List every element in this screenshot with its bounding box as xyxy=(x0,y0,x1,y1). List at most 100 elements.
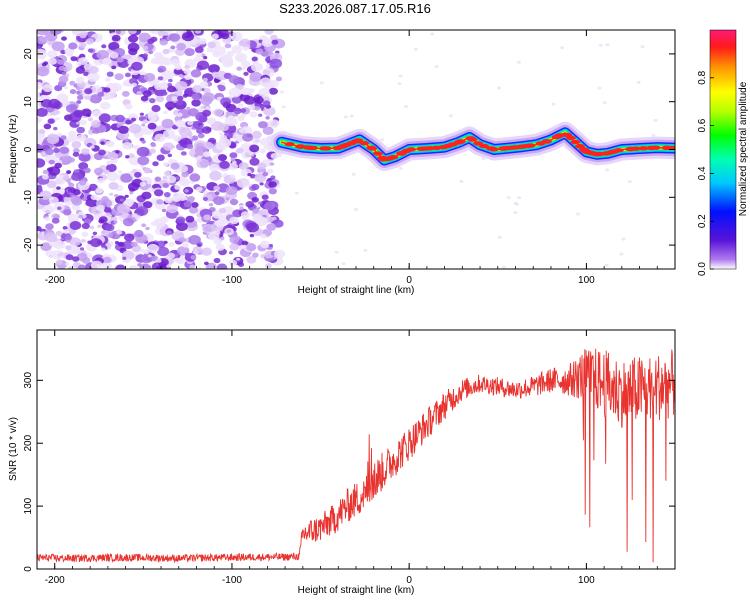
noise-blob xyxy=(83,167,91,174)
noise-blob xyxy=(261,194,269,200)
noise-blob xyxy=(75,76,85,84)
track-hotspot xyxy=(582,149,593,155)
noise-blob xyxy=(61,36,67,41)
track-hotspot xyxy=(367,146,378,151)
noise-blob xyxy=(109,51,119,59)
noise-blob xyxy=(122,256,127,260)
noise-blob xyxy=(269,162,275,166)
track-hotspot xyxy=(626,146,637,152)
noise-blob xyxy=(117,170,123,174)
noise-speck xyxy=(281,105,286,109)
noise-blob xyxy=(136,146,150,157)
noise-blob xyxy=(69,89,77,95)
noise-blob xyxy=(122,142,133,150)
noise-blob xyxy=(211,71,219,78)
noise-blob xyxy=(171,145,175,149)
noise-speck xyxy=(351,172,356,176)
noise-blob xyxy=(163,110,168,115)
noise-blob xyxy=(228,162,238,170)
noise-blob xyxy=(70,56,78,62)
noise-blob xyxy=(47,50,58,58)
noise-blob xyxy=(228,87,242,98)
noise-blob xyxy=(199,81,209,89)
noise-blob xyxy=(147,254,152,258)
snr-x-axis-label: Height of straight line (km) xyxy=(298,585,415,596)
noise-blob xyxy=(103,87,111,93)
noise-blob xyxy=(70,195,81,204)
noise-blob xyxy=(198,122,202,126)
noise-blob xyxy=(159,38,168,46)
track-hotspot xyxy=(575,144,585,149)
noise-blob xyxy=(108,41,120,51)
noise-blob xyxy=(128,265,139,269)
noise-blob xyxy=(191,135,199,141)
noise-blob xyxy=(146,180,152,185)
noise-blob xyxy=(186,144,194,150)
colorbar-tick-label: 0.2 xyxy=(697,214,708,228)
noise-blob xyxy=(37,51,47,60)
noise-blob xyxy=(182,93,188,98)
colorbar: 0.0 0.2 0.4 0.6 0.8 Normalized spectral ampl… xyxy=(697,29,749,276)
noise-blob xyxy=(90,260,103,269)
noise-blob xyxy=(37,107,48,117)
noise-speck xyxy=(621,237,626,241)
noise-blob xyxy=(243,46,249,51)
noise-blob xyxy=(88,66,99,74)
noise-blob xyxy=(106,71,114,77)
noise-blob xyxy=(128,34,139,43)
spectrogram-x-tick-label: 0 xyxy=(406,275,412,286)
noise-blob xyxy=(62,175,69,181)
noise-blob xyxy=(184,189,189,193)
noise-blob xyxy=(167,153,173,158)
noise-blob xyxy=(37,158,46,168)
noise-blob xyxy=(204,261,209,266)
noise-blob xyxy=(111,65,117,70)
noise-blob xyxy=(173,67,183,75)
noise-blob xyxy=(78,42,87,48)
noise-blob xyxy=(187,120,194,126)
noise-blob xyxy=(229,216,240,225)
noise-speck xyxy=(459,180,464,183)
noise-speck xyxy=(430,32,435,36)
noise-blob xyxy=(149,255,158,262)
noise-blob xyxy=(77,264,87,269)
noise-blob xyxy=(84,88,93,95)
noise-blob xyxy=(196,213,201,217)
snr-panel: -200 -100 0 100 0 100 200 300 Height of straigh… xyxy=(8,329,676,596)
noise-blob xyxy=(231,95,242,104)
noise-blob xyxy=(139,263,152,269)
colorbar-frame xyxy=(709,29,737,270)
noise-blob xyxy=(259,148,266,154)
noise-blob xyxy=(239,93,250,102)
noise-blob xyxy=(274,249,286,259)
noise-blob xyxy=(61,71,67,76)
noise-blob xyxy=(249,111,258,118)
track-hotspot xyxy=(498,146,509,151)
noise-blob xyxy=(116,56,124,63)
noise-blob xyxy=(268,87,278,95)
noise-blob xyxy=(218,207,227,214)
noise-blob xyxy=(109,192,114,196)
noise-blob xyxy=(125,155,130,159)
noise-blob xyxy=(130,117,137,122)
noise-blob xyxy=(54,162,62,169)
noise-blob xyxy=(128,153,135,158)
noise-speck xyxy=(598,43,603,47)
noise-blob xyxy=(254,106,261,111)
noise-blob xyxy=(264,30,274,35)
noise-blob xyxy=(209,163,220,172)
noise-blob xyxy=(67,134,78,143)
track-hotspot xyxy=(566,135,576,141)
noise-blob xyxy=(81,148,90,155)
noise-blob xyxy=(206,118,215,125)
noise-blob xyxy=(251,183,260,191)
noise-blob xyxy=(75,86,81,91)
noise-blob xyxy=(65,245,72,251)
noise-blob xyxy=(102,262,112,269)
track-hotspot xyxy=(507,145,518,150)
noise-blob xyxy=(114,73,124,81)
noise-blob xyxy=(155,56,168,66)
noise-blob xyxy=(37,45,41,49)
noise-blob xyxy=(38,129,46,134)
noise-blob xyxy=(128,48,138,56)
